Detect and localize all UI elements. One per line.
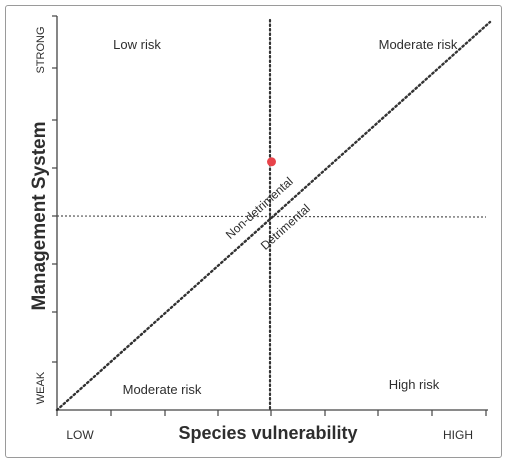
x-axis-ticks xyxy=(56,410,487,416)
x-axis-title: Species vulnerability xyxy=(178,423,357,443)
position-marker xyxy=(267,157,276,167)
horizontal-divider xyxy=(56,215,487,218)
diagonal-line xyxy=(55,20,492,412)
y-axis-title: Management System xyxy=(29,121,50,310)
quadrant-bottom-right-label: High risk xyxy=(389,377,440,392)
quadrant-top-right-label: Moderate risk xyxy=(379,37,458,52)
quadrant-top-left-label: Low risk xyxy=(113,37,161,52)
x-low-label: LOW xyxy=(66,428,94,442)
y-low-label: WEAK xyxy=(35,371,47,404)
quadrant-bottom-left-label: Moderate risk xyxy=(123,382,202,397)
y-axis-ticks xyxy=(52,15,57,363)
y-high-label: STRONG xyxy=(35,26,47,73)
x-high-label: HIGH xyxy=(443,428,473,442)
